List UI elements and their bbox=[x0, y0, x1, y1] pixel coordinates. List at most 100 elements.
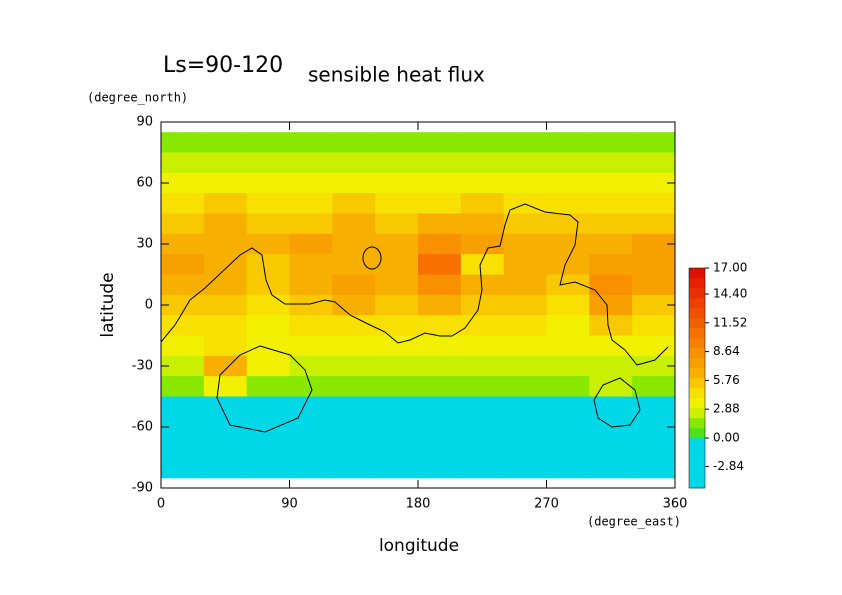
x-tick-label: 0 bbox=[157, 497, 165, 512]
heat-cell bbox=[589, 254, 633, 275]
heat-cell bbox=[503, 254, 547, 275]
heat-cell bbox=[418, 132, 462, 153]
heat-cell bbox=[546, 457, 590, 479]
heat-cell bbox=[632, 355, 676, 377]
heat-cell bbox=[589, 172, 633, 194]
heat-cell bbox=[418, 193, 462, 214]
heat-cell bbox=[503, 152, 547, 174]
heat-cell bbox=[546, 437, 590, 458]
heat-cell bbox=[332, 335, 376, 357]
heat-cell bbox=[203, 172, 248, 194]
colorbar-band bbox=[689, 318, 705, 329]
heat-cell bbox=[632, 294, 676, 316]
colorbar-band bbox=[689, 368, 705, 379]
heat-cell bbox=[289, 172, 333, 194]
heat-cell bbox=[375, 457, 419, 479]
heat-cell bbox=[161, 355, 205, 377]
heat-cell bbox=[203, 152, 248, 174]
heat-cell bbox=[503, 335, 547, 357]
heat-cell bbox=[246, 254, 290, 275]
colorbar-band bbox=[689, 378, 705, 389]
heat-cell bbox=[418, 335, 462, 357]
heat-cell bbox=[161, 294, 205, 316]
y-tick-label: -60 bbox=[132, 420, 153, 435]
heat-cell bbox=[332, 152, 376, 174]
heat-cell bbox=[503, 376, 547, 397]
heat-cell bbox=[161, 233, 205, 255]
heat-cell bbox=[503, 213, 547, 235]
heat-cell bbox=[203, 254, 248, 275]
heat-cell bbox=[203, 233, 248, 255]
heat-cell bbox=[246, 233, 290, 255]
y-tick-label: -30 bbox=[132, 359, 153, 374]
x-tick-label: 180 bbox=[406, 497, 431, 512]
heat-cell bbox=[460, 416, 505, 438]
heat-cell bbox=[503, 274, 547, 296]
heat-cell bbox=[246, 437, 290, 458]
heat-cell bbox=[632, 254, 676, 275]
heat-cell bbox=[289, 233, 333, 255]
colorbar-band bbox=[689, 438, 705, 449]
heat-cell bbox=[546, 335, 590, 357]
heat-cell bbox=[203, 274, 248, 296]
heat-cell bbox=[203, 294, 248, 316]
heat-cell bbox=[546, 315, 590, 336]
heat-cell bbox=[289, 315, 333, 336]
heat-cell bbox=[161, 193, 205, 214]
heat-cell bbox=[546, 254, 590, 275]
heat-cell bbox=[632, 457, 676, 479]
heat-cell bbox=[332, 315, 376, 336]
heat-cell bbox=[375, 376, 419, 397]
colorbar-tick-label: 0.00 bbox=[713, 431, 740, 445]
heat-cell bbox=[246, 213, 290, 235]
heat-cell bbox=[332, 213, 376, 235]
heat-cell bbox=[589, 376, 633, 397]
heat-cell bbox=[375, 254, 419, 275]
heat-cell bbox=[418, 274, 462, 296]
heat-cell bbox=[332, 294, 376, 316]
heat-cell bbox=[503, 172, 547, 194]
heat-cell bbox=[289, 396, 333, 418]
colorbar-band bbox=[689, 298, 705, 309]
colorbar-band bbox=[689, 398, 705, 409]
colorbar-band bbox=[689, 418, 705, 429]
heat-cell bbox=[246, 416, 290, 438]
field bbox=[161, 132, 676, 479]
heat-cell bbox=[460, 437, 505, 458]
heat-cell bbox=[332, 132, 376, 153]
colorbar-band bbox=[689, 478, 705, 489]
heat-cell bbox=[289, 193, 333, 214]
heat-cell bbox=[375, 152, 419, 174]
heat-cell bbox=[375, 213, 419, 235]
heat-cell bbox=[418, 172, 462, 194]
heat-cell bbox=[289, 355, 333, 377]
heat-cell bbox=[161, 396, 205, 418]
heat-cell bbox=[632, 193, 676, 214]
heat-cell bbox=[460, 294, 505, 316]
x-unit: (degree_east) bbox=[587, 515, 681, 529]
heat-cell bbox=[632, 416, 676, 438]
x-axis-label: longitude bbox=[379, 536, 459, 556]
colorbar-tick-label: -2.84 bbox=[713, 459, 744, 473]
colorbar-band bbox=[689, 338, 705, 349]
heat-cell bbox=[332, 233, 376, 255]
heat-cell bbox=[460, 193, 505, 214]
heat-cell bbox=[503, 132, 547, 153]
heat-cell bbox=[246, 355, 290, 377]
y-tick-label: 60 bbox=[136, 176, 153, 191]
heat-cell bbox=[460, 396, 505, 418]
heat-cell bbox=[161, 376, 205, 397]
heat-cell bbox=[546, 213, 590, 235]
heat-cell bbox=[460, 457, 505, 479]
colorbar-band bbox=[689, 278, 705, 289]
heat-cell bbox=[203, 132, 248, 153]
heat-cell bbox=[161, 213, 205, 235]
heat-cell bbox=[246, 193, 290, 214]
heat-cell bbox=[289, 152, 333, 174]
heat-cell bbox=[589, 315, 633, 336]
heat-cell bbox=[418, 152, 462, 174]
colorbar-tick-label: 8.64 bbox=[713, 344, 740, 358]
heat-cell bbox=[632, 172, 676, 194]
heat-cell bbox=[503, 315, 547, 336]
heat-cell bbox=[289, 437, 333, 458]
